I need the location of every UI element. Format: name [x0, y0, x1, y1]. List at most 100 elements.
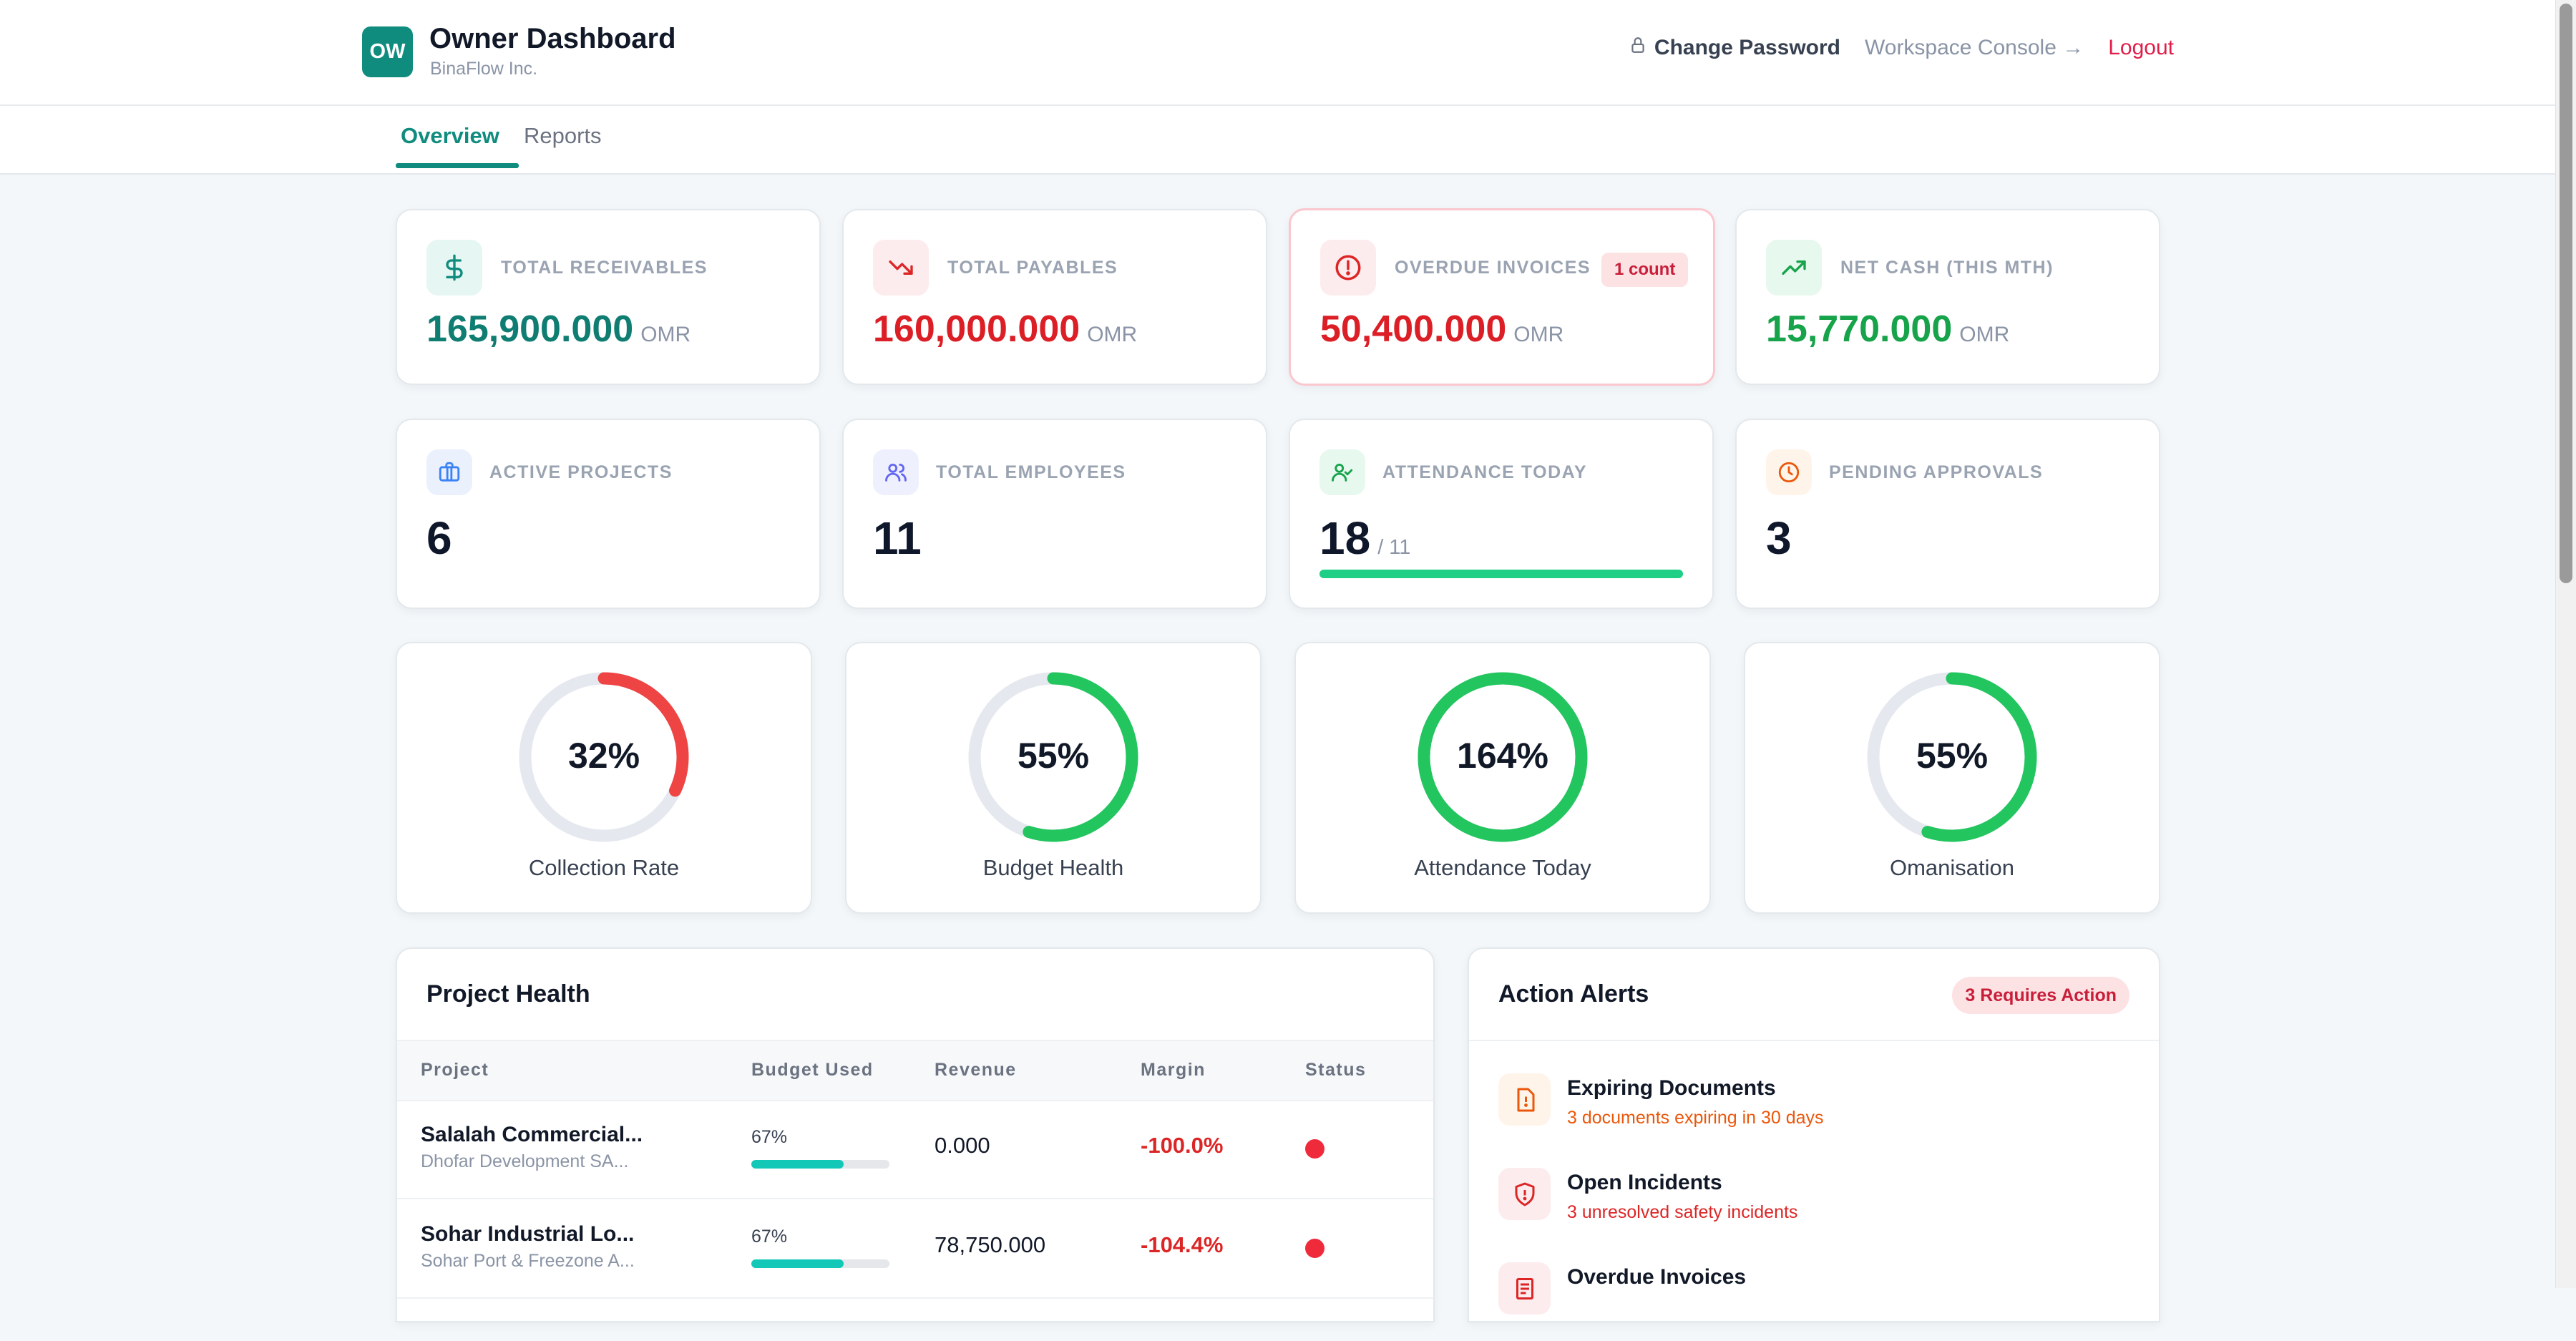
- margin-value: -104.4%: [1141, 1232, 1224, 1257]
- attendance-progress-bar: [1319, 570, 1683, 578]
- budget-used-percent: 67%: [751, 1227, 788, 1247]
- scrollbar-thumb[interactable]: [2560, 4, 2572, 583]
- kpi-label: Total Payables: [947, 258, 1118, 278]
- logout-button[interactable]: Logout: [2108, 36, 2174, 59]
- lock-icon: [1629, 36, 1647, 60]
- kpi-value: 15,770.000 OMR: [1766, 308, 2010, 350]
- kpi-label: Overdue Invoices: [1395, 258, 1591, 278]
- gauge-card-omanisation: 55% Omanisation: [1744, 642, 2160, 914]
- page-scrollbar[interactable]: [2555, 0, 2576, 1288]
- gauge-card-budget-health: 55% Budget Health: [845, 642, 1262, 914]
- top-bar: OW Owner Dashboard BinaFlow Inc. Change …: [0, 0, 2556, 106]
- column-header: Status: [1305, 1060, 1367, 1080]
- change-password-label: Change Password: [1654, 36, 1840, 59]
- stat-card-attendance-today: Attendance Today 18/ 11: [1289, 419, 1714, 609]
- workspace-console-link[interactable]: Workspace Console →: [1864, 36, 2084, 59]
- column-header: Margin: [1141, 1060, 1206, 1080]
- gauge-chart: [1867, 672, 2037, 842]
- shield-alert-icon: [1498, 1168, 1551, 1220]
- project-health-card: Project Health Project Budget Used Reven…: [396, 947, 1435, 1322]
- column-header: Budget Used: [751, 1060, 874, 1080]
- header-actions: Change Password Workspace Console → Logo…: [1629, 36, 2174, 60]
- gauge-value: 55%: [1017, 736, 1090, 776]
- project-client: Dhofar Development SA...: [421, 1151, 629, 1171]
- company-logo: OW: [362, 26, 413, 77]
- gauge-value: 55%: [1916, 736, 1989, 776]
- project-name: Salalah Commercial...: [421, 1123, 643, 1146]
- tab-overview[interactable]: Overview: [396, 123, 519, 168]
- table-row[interactable]: Sohar Industrial Lo... Sohar Port & Free…: [397, 1199, 1433, 1299]
- dollar-icon: [426, 240, 482, 296]
- stat-value: 18/ 11: [1319, 512, 1411, 564]
- project-name: Sohar Industrial Lo...: [421, 1222, 635, 1246]
- kpi-value: 165,900.000 OMR: [426, 308, 691, 350]
- budget-used-bar: [751, 1259, 889, 1268]
- gauge-chart: [968, 672, 1138, 842]
- budget-used-fill: [751, 1259, 844, 1268]
- stat-card-pending-approvals: Pending Approvals 3: [1735, 419, 2160, 609]
- gauge-label: Attendance Today: [1414, 855, 1591, 880]
- revenue-value: 78,750.000: [935, 1232, 1046, 1257]
- divider: [1469, 1040, 2159, 1041]
- stat-value: 11: [873, 512, 922, 564]
- trending-down-icon: [873, 240, 929, 296]
- count-badge: 1 count: [1601, 253, 1689, 287]
- kpi-card-total-receivables: Total Receivables 165,900.000 OMR: [396, 209, 821, 385]
- alert-expiring-documents[interactable]: Expiring Documents 3 documents expiring …: [1498, 1073, 2129, 1152]
- gauge-card-collection-rate: 32% Collection Rate: [396, 642, 812, 914]
- kpi-value: 160,000.000 OMR: [873, 308, 1138, 350]
- stat-label: Pending Approvals: [1829, 462, 2044, 482]
- gauge-card-attendance-today: 164% Attendance Today: [1294, 642, 1711, 914]
- stat-label: Attendance Today: [1382, 462, 1588, 482]
- column-header: Revenue: [935, 1060, 1017, 1080]
- margin-value: -100.0%: [1141, 1133, 1224, 1158]
- stat-label: Active Projects: [489, 462, 673, 482]
- users-icon: [873, 449, 919, 495]
- table-row[interactable]: Salalah Commercial... Dhofar Development…: [397, 1100, 1433, 1199]
- action-alerts-card: Action Alerts 3 Requires Action Expiring…: [1468, 947, 2160, 1322]
- stat-card-active-projects: Active Projects 6: [396, 419, 821, 609]
- file-alert-icon: [1498, 1073, 1551, 1126]
- alert-open-incidents[interactable]: Open Incidents 3 unresolved safety incid…: [1498, 1168, 2129, 1247]
- gauge-value: 32%: [567, 736, 640, 776]
- table-header: Project Budget Used Revenue Margin Statu…: [397, 1040, 1433, 1101]
- revenue-value: 0.000: [935, 1133, 990, 1158]
- kpi-card-total-payables: Total Payables 160,000.000 OMR: [842, 209, 1267, 385]
- alert-title: Open Incidents: [1567, 1171, 1722, 1194]
- clock-icon: [1766, 449, 1812, 495]
- tab-bar: Overview Reports: [0, 106, 2556, 175]
- status-indicator: [1305, 1139, 1324, 1159]
- alert-circle-icon: [1320, 240, 1376, 296]
- alert-overdue-invoices[interactable]: Overdue Invoices: [1498, 1262, 2129, 1341]
- kpi-value: 50,400.000 OMR: [1320, 308, 1564, 350]
- gauge-chart: [1418, 672, 1588, 842]
- kpi-label: Net Cash (This Mth): [1840, 258, 2054, 278]
- section-title: Project Health: [426, 980, 590, 1008]
- briefcase-icon: [426, 449, 472, 495]
- budget-used-fill: [751, 1160, 844, 1169]
- stat-value: 3: [1766, 512, 1792, 564]
- stat-label: Total Employees: [936, 462, 1126, 482]
- kpi-card-net-cash: Net Cash (This Mth) 15,770.000 OMR: [1735, 209, 2160, 385]
- change-password-button[interactable]: Change Password: [1629, 36, 1840, 60]
- gauge-label: Omanisation: [1889, 855, 2015, 880]
- gauge-chart: [519, 672, 689, 842]
- user-check-icon: [1319, 449, 1365, 495]
- section-title: Action Alerts: [1498, 980, 1649, 1008]
- alert-title: Overdue Invoices: [1567, 1265, 1747, 1289]
- kpi-label: Total Receivables: [501, 258, 708, 278]
- gauge-label: Budget Health: [982, 855, 1124, 880]
- invoice-icon: [1498, 1262, 1551, 1315]
- status-indicator: [1305, 1239, 1324, 1258]
- kpi-card-overdue-invoices: Overdue Invoices 1 count 50,400.000 OMR: [1289, 208, 1715, 386]
- alert-title: Expiring Documents: [1567, 1076, 1776, 1100]
- project-client: Sohar Port & Freezone A...: [421, 1251, 635, 1271]
- page-title: Owner Dashboard: [429, 23, 676, 54]
- alert-description: 3 unresolved safety incidents: [1567, 1202, 1798, 1222]
- stat-card-total-employees: Total Employees 11: [842, 419, 1267, 609]
- budget-used-percent: 67%: [751, 1127, 788, 1147]
- column-header: Project: [421, 1060, 489, 1080]
- budget-used-bar: [751, 1160, 889, 1169]
- tab-reports[interactable]: Reports: [524, 123, 602, 148]
- requires-action-badge: 3 Requires Action: [1952, 977, 2129, 1014]
